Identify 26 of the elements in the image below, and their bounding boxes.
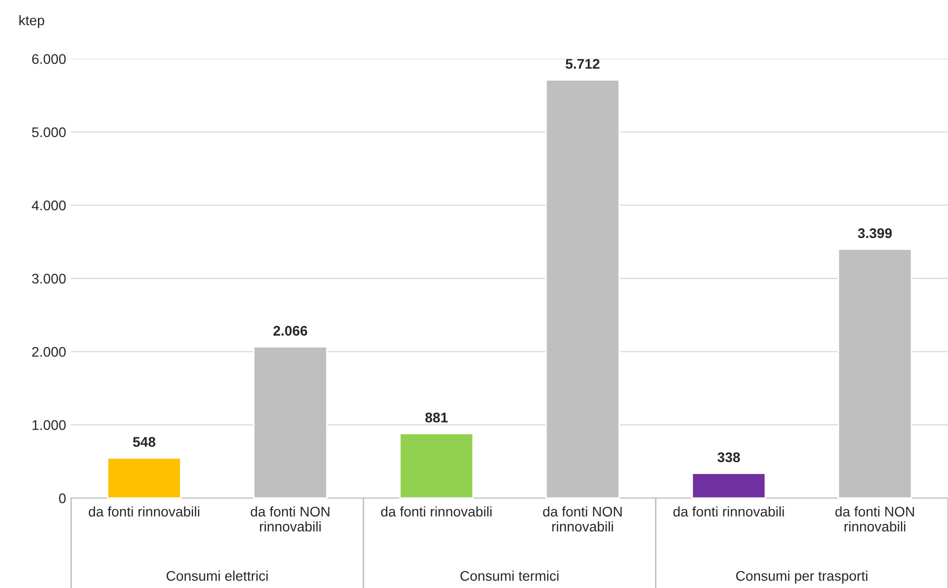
y-tick-label: 5.000 [32, 127, 66, 138]
data-label: 338 [718, 452, 740, 462]
y-tick-label: 4.000 [32, 200, 66, 210]
data-label: 881 [425, 412, 448, 422]
x-tick-label: da fonti rinnovabili [381, 506, 492, 517]
bar [692, 472, 766, 499]
y-tick-label: 6.000 [32, 54, 66, 64]
y-axis-title: ktep [19, 15, 44, 28]
x-tick-label: da fonti NON rinnovabili [835, 506, 914, 532]
text: Consumi termici [460, 570, 558, 581]
text: Consumi per trasporti [736, 570, 868, 584]
x-tick-label: da fonti NON rinnovabili [250, 506, 330, 532]
y-tick-label: 3.000 [32, 274, 66, 284]
y-tick-label: 2.000 [32, 346, 66, 357]
text: Consumi elettrici [166, 570, 268, 581]
data-label: 3.399 [858, 228, 892, 238]
x-tick-label: da fonti rinnovabili [673, 506, 784, 517]
x-tick-label: da fonti NON rinnovabili [543, 506, 622, 532]
bar [399, 432, 474, 499]
data-label: 2.066 [273, 326, 308, 336]
y-tick-label: 1.000 [32, 420, 66, 430]
x-tick-label: da fonti rinnovabili [88, 506, 200, 517]
data-label: 5.712 [566, 58, 600, 69]
bar [106, 457, 182, 499]
data-label: 548 [133, 437, 156, 447]
y-tick-label: 0 [59, 493, 66, 504]
